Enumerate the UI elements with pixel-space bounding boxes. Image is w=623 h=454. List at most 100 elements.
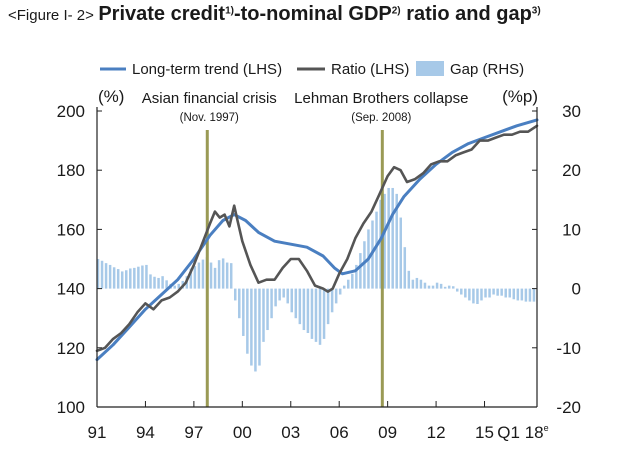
legend-label-3: Gap (RHS) <box>450 61 524 78</box>
gap-bar-82 <box>427 285 431 289</box>
legend-label-1: Long-term trend (LHS) <box>132 61 282 78</box>
gap-bar-63 <box>351 273 354 289</box>
gap-bar-55 <box>318 288 322 345</box>
right-tick-label--20: -20 <box>556 398 581 417</box>
gap-bar-59 <box>334 288 338 304</box>
x-tick-label-6: 09 <box>378 423 397 442</box>
gap-bar-91 <box>464 288 467 298</box>
gap-bar-103 <box>512 288 516 300</box>
gap-bar-3 <box>108 264 112 289</box>
gap-bar-70 <box>379 199 382 289</box>
legend: Long-term trend (LHS) Ratio (LHS) Gap (RHS… <box>100 61 524 78</box>
gap-bar-30 <box>217 260 221 289</box>
left-tick-label-200: 200 <box>57 102 85 121</box>
left-tick-label-160: 160 <box>57 220 85 239</box>
gap-bar-20 <box>177 283 180 289</box>
left-tick-label-140: 140 <box>57 280 85 299</box>
event-label-1: Asian financial crisis <box>142 90 277 107</box>
event-date-1: (Nov. 1997) <box>180 112 239 124</box>
right-tick-label-30: 30 <box>562 102 581 121</box>
trend-line <box>95 118 539 362</box>
gap-bar-11 <box>141 265 144 289</box>
gap-bar-45 <box>278 288 281 301</box>
gap-bars <box>96 187 536 372</box>
gap-bar-35 <box>238 288 241 319</box>
title-part-2: -to-nominal GDP <box>233 3 392 25</box>
gap-bar-47 <box>286 288 289 304</box>
gap-bar-17 <box>165 280 168 289</box>
gap-bar-65 <box>359 253 362 289</box>
gap-bar-81 <box>423 282 427 289</box>
gap-bar-29 <box>213 267 217 289</box>
footnote-marker-2: 2) <box>391 5 401 17</box>
x-tick-label-0: 91 <box>88 423 107 442</box>
chart-title: <Figure I- 2> Private credit1)-to-nomina… <box>8 3 541 26</box>
gap-bar-43 <box>270 288 273 319</box>
gap-bar-31 <box>221 258 225 289</box>
gap-bar-101 <box>504 288 507 298</box>
gap-bar-24 <box>193 266 197 289</box>
gap-bar-74 <box>395 193 398 289</box>
gap-bar-56 <box>322 288 326 339</box>
ratio-line <box>95 124 539 353</box>
gap-bar-42 <box>266 288 269 331</box>
gap-bar-39 <box>254 288 257 372</box>
footnote-marker-1: 1) <box>225 5 234 17</box>
gap-bar-52 <box>306 288 310 333</box>
gap-bar-99 <box>496 288 499 296</box>
right-axis-unit: (%p) <box>502 87 538 106</box>
gap-bar-28 <box>209 262 213 289</box>
right-tick-label--10: -10 <box>556 339 581 358</box>
gap-bar-96 <box>484 288 487 298</box>
gap-bar-95 <box>480 288 483 301</box>
gap-bar-19 <box>173 285 176 289</box>
gap-bar-13 <box>149 274 152 289</box>
gap-bar-12 <box>145 264 148 289</box>
gap-bar-23 <box>189 268 193 289</box>
gap-bar-53 <box>310 288 314 339</box>
gap-bar-5 <box>116 269 120 289</box>
gap-bar-1 <box>100 260 104 289</box>
gap-bar-94 <box>476 288 479 304</box>
gap-bar-78 <box>411 279 415 289</box>
gap-bar-37 <box>246 288 249 354</box>
series-lines <box>95 118 539 362</box>
gap-bar-33 <box>229 263 233 289</box>
gap-bar-83 <box>431 285 435 289</box>
gap-bar-36 <box>242 288 245 336</box>
gap-bar-62 <box>347 279 350 289</box>
legend-label-2: Ratio (LHS) <box>331 61 409 78</box>
gap-bar-88 <box>451 286 455 289</box>
gap-bar-108 <box>532 288 536 302</box>
x-tick-label-5: 06 <box>330 423 349 442</box>
gap-bar-38 <box>250 288 253 366</box>
gap-bar-80 <box>419 279 423 289</box>
gap-bar-44 <box>274 288 277 307</box>
gap-bar-97 <box>488 288 491 298</box>
gap-bar-16 <box>161 276 164 289</box>
gap-bar-34 <box>234 288 237 301</box>
title-part-3: ratio and gap <box>400 3 532 25</box>
left-axis-unit: (%) <box>98 87 124 106</box>
gap-bar-58 <box>330 288 334 313</box>
gap-bar-87 <box>447 285 451 289</box>
x-tick-label-1: 94 <box>136 423 155 442</box>
gap-bar-90 <box>460 288 463 295</box>
gap-bar-71 <box>383 193 386 289</box>
gap-bar-0 <box>96 259 100 289</box>
x-tick-label-4: 03 <box>281 423 300 442</box>
gap-bar-93 <box>472 288 475 304</box>
gap-bar-107 <box>528 288 532 302</box>
gap-bar-48 <box>290 288 294 313</box>
gap-bar-10 <box>137 266 140 289</box>
gap-bar-85 <box>439 283 443 289</box>
left-tick-label-100: 100 <box>57 398 85 417</box>
left-tick-label-120: 120 <box>57 339 85 358</box>
gap-bar-2 <box>104 263 108 289</box>
gap-bar-50 <box>298 288 302 325</box>
gap-bar-73 <box>391 187 394 289</box>
gap-bar-41 <box>262 288 265 342</box>
right-tick-label-10: 10 <box>562 220 581 239</box>
